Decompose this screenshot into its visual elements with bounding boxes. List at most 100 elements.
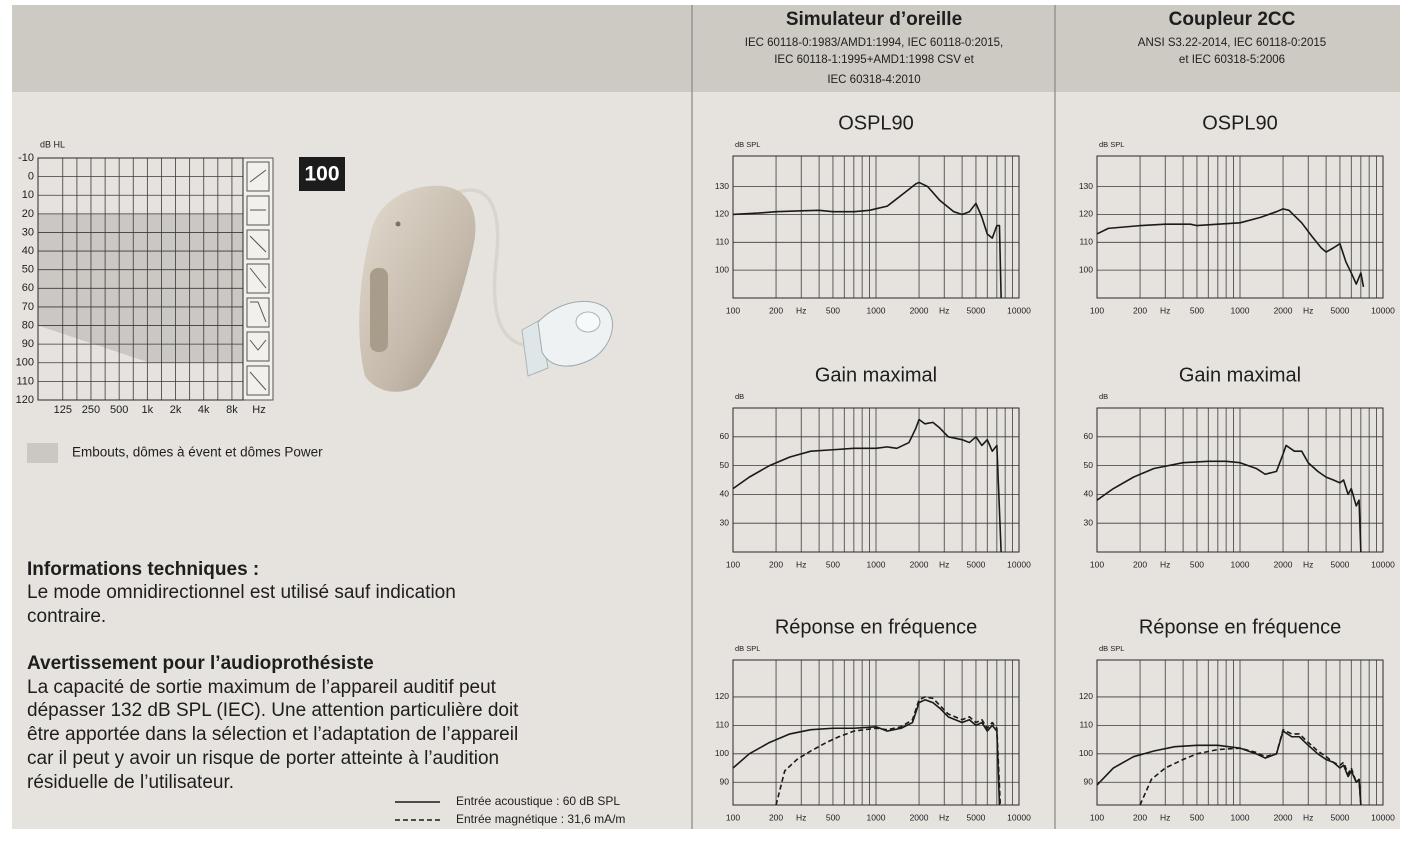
y-tick-label: 20 (22, 208, 34, 220)
y-axis-label: dB HL (40, 139, 65, 149)
x-tick-label: 125 (54, 404, 72, 416)
x-tick-label: 100 (1090, 559, 1104, 569)
x-tick-label: 10000 (1371, 305, 1395, 315)
y-tick-label: 100 (715, 748, 729, 758)
y-tick-label: 110 (1079, 720, 1093, 730)
y-tick-label: -10 (18, 152, 34, 164)
x-tick-label: Hz (939, 305, 949, 315)
y-tick-label: 30 (720, 517, 730, 527)
column-title: Coupleur 2CC (1169, 9, 1296, 30)
x-tick-label: 5000 (1330, 305, 1349, 315)
x-tick-label: 1000 (1231, 812, 1250, 822)
y-tick-label: 50 (22, 264, 34, 276)
x-tick-label: 1000 (1231, 559, 1250, 569)
document: Simulateur d’oreille IEC 60118-0:1983/AM… (0, 0, 1408, 841)
legend-swatch (27, 443, 58, 463)
info-title: Informations techniques : (27, 559, 259, 580)
x-tick-label: Hz (1303, 559, 1313, 569)
x-tick-label: 5000 (966, 305, 985, 315)
y-tick-label: 50 (720, 460, 730, 470)
x-tick-label: 100 (1090, 812, 1104, 822)
y-tick-label: 40 (720, 489, 730, 499)
y-tick-label: 110 (16, 375, 34, 387)
y-tick-label: 90 (22, 338, 34, 350)
x-tick-label: 10000 (1371, 812, 1395, 822)
x-tick-label: 1000 (867, 812, 886, 822)
legend-label: Embouts, dômes à évent et dômes Power (72, 445, 323, 460)
x-tick-label: 2000 (1274, 305, 1293, 315)
chart-title: Réponse en fréquence (1139, 616, 1341, 638)
y-axis-label: dB (1099, 392, 1108, 401)
x-tick-label: 500 (1190, 559, 1204, 569)
standard-line: IEC 60318-4:2010 (827, 74, 920, 86)
x-tick-label: 5000 (966, 812, 985, 822)
chart-title: Gain maximal (815, 364, 937, 386)
y-tick-label: 110 (715, 237, 729, 247)
y-tick-label: 60 (1084, 431, 1094, 441)
x-tick-label: 100 (1090, 305, 1104, 315)
earpiece-icons (243, 158, 273, 400)
info-line: Le mode omnidirectionnel est utilisé sau… (27, 582, 456, 603)
y-tick-label: 10 (22, 189, 34, 201)
y-tick-label: 80 (22, 319, 34, 331)
x-tick-label: 200 (1133, 305, 1147, 315)
info-line: contraire. (27, 606, 106, 627)
x-tick-label: 2000 (1274, 812, 1293, 822)
y-tick-label: 120 (715, 691, 729, 701)
x-tick-label: 8k (226, 404, 238, 416)
x-tick-label: Hz (796, 812, 806, 822)
y-axis-label: dB SPL (735, 644, 760, 653)
x-tick-label: 10000 (1007, 305, 1031, 315)
x-tick-label: Hz (796, 305, 806, 315)
y-tick-label: 70 (22, 301, 34, 313)
y-tick-label: 90 (720, 777, 730, 787)
y-tick-label: 100 (1079, 748, 1093, 758)
x-tick-label: 500 (1190, 305, 1204, 315)
y-tick-label: 100 (1079, 264, 1093, 274)
x-tick-label: 5000 (966, 559, 985, 569)
x-tick-label: 200 (1133, 812, 1147, 822)
y-tick-label: 60 (720, 431, 730, 441)
y-tick-label: 30 (1084, 517, 1094, 527)
x-tick-label: Hz (939, 812, 949, 822)
y-tick-label: 120 (715, 209, 729, 219)
x-tick-label: 250 (82, 404, 100, 416)
y-axis-label: dB SPL (1099, 644, 1124, 653)
x-tick-label: 1000 (1231, 305, 1250, 315)
y-tick-label: 60 (22, 282, 34, 294)
x-tick-label: 200 (769, 305, 783, 315)
warning-line: car il peut y avoir un risque de porter … (27, 748, 499, 769)
standard-line: ANSI S3.22-2014, IEC 60118-0:2015 (1138, 37, 1326, 49)
x-tick-label: Hz (1303, 305, 1313, 315)
y-tick-label: 130 (1079, 181, 1093, 191)
x-tick-label: 2000 (910, 559, 929, 569)
x-tick-label: 200 (769, 812, 783, 822)
device-button (370, 268, 388, 352)
x-tick-label: 10000 (1007, 812, 1031, 822)
y-tick-label: 130 (715, 181, 729, 191)
chart-title: Réponse en fréquence (775, 616, 977, 638)
y-axis-label: dB SPL (1099, 140, 1124, 149)
chart-title: OSPL90 (838, 112, 914, 134)
x-tick-label: 10000 (1007, 559, 1031, 569)
x-tick-label: 500 (826, 559, 840, 569)
x-tick-label: 200 (1133, 559, 1147, 569)
column-title: Simulateur d’oreille (786, 9, 962, 30)
page: { "header": {"columns": [ {"title": "Sim… (0, 0, 1408, 841)
standard-line: IEC 60118-1:1995+AMD1:1998 CSV et (774, 54, 974, 66)
x-axis-unit: Hz (252, 404, 265, 416)
x-tick-label: Hz (796, 559, 806, 569)
standard-line: et IEC 60318-5:2006 (1179, 54, 1285, 66)
y-tick-label: 40 (1084, 489, 1094, 499)
warning-line: La capacité de sortie maximum de l’appar… (27, 677, 497, 698)
y-tick-label: 30 (22, 226, 34, 238)
x-tick-label: 200 (769, 559, 783, 569)
x-tick-label: 2k (170, 404, 182, 416)
y-tick-label: 120 (1079, 209, 1093, 219)
chart-title: OSPL90 (1202, 112, 1278, 134)
x-tick-label: 5000 (1330, 812, 1349, 822)
y-tick-label: 100 (715, 264, 729, 274)
warning-title: Avertissement pour l’audioprothésiste (27, 653, 374, 674)
x-tick-label: 2000 (910, 812, 929, 822)
y-tick-label: 100 (16, 357, 34, 369)
